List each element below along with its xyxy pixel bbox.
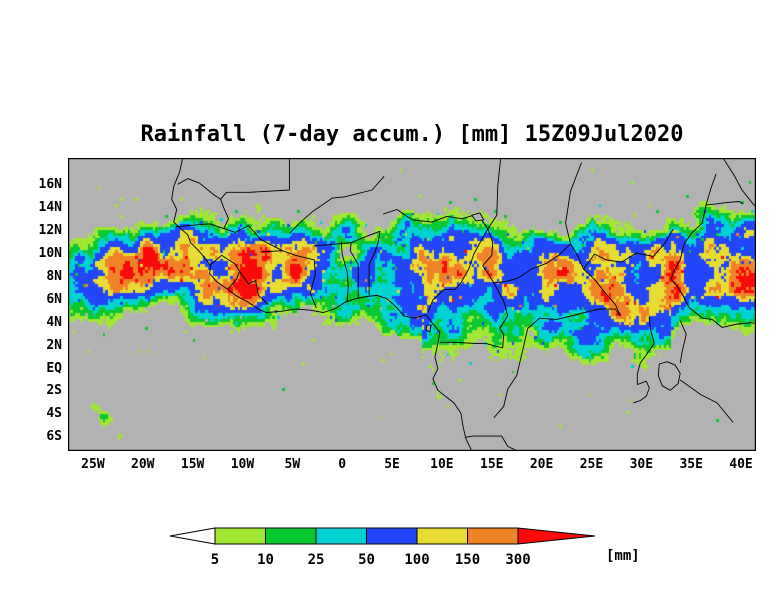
map-frame — [68, 158, 756, 451]
lat-tick-label: 8N — [46, 269, 62, 285]
coastline-path — [171, 158, 473, 451]
colorbar-tick-label: 150 — [455, 552, 480, 568]
rainfall-field-canvas — [68, 158, 756, 451]
lon-tick-label: 10E — [430, 457, 454, 472]
lon-tick-label: 0 — [338, 457, 347, 472]
lon-tick-label: 10W — [230, 457, 255, 472]
colorbar-bin — [265, 527, 317, 545]
lat-tick-label: 14N — [38, 200, 62, 216]
colorbar-tick-label: 100 — [404, 552, 429, 568]
country-border-path — [583, 228, 674, 270]
lon-tick-label: 25W — [81, 457, 105, 472]
lat-tick-label: EQ — [46, 360, 62, 376]
lake-outline — [471, 212, 485, 222]
lat-tick-label: 4S — [46, 406, 62, 422]
lon-tick-label: 15E — [480, 457, 504, 472]
country-border-path — [679, 379, 734, 423]
country-border-path — [570, 243, 621, 317]
chart-title: Rainfall (7-day accum.) [mm] 15Z09Jul202… — [140, 122, 684, 147]
country-border-path — [228, 225, 283, 252]
country-border-path — [349, 242, 359, 298]
country-border-path — [705, 173, 717, 206]
country-border-path — [493, 282, 509, 349]
colorbar-tick-label: 300 — [505, 552, 530, 568]
country-border-path — [527, 308, 621, 329]
colorbar-bin — [315, 527, 367, 545]
colorbar-bin — [366, 527, 418, 545]
country-border-path — [220, 158, 290, 200]
country-border-path — [482, 228, 571, 284]
lat-tick-label: 12N — [38, 223, 62, 239]
lon-tick-label: 25E — [579, 457, 604, 472]
country-border-path — [693, 311, 756, 328]
country-border-path — [209, 254, 240, 290]
country-border-path — [175, 223, 229, 231]
colorbar-below-arrow — [169, 527, 216, 545]
country-border-path — [177, 178, 229, 230]
lon-tick-label: 35E — [679, 457, 703, 472]
colorbar-bin — [467, 527, 519, 545]
lon-tick-label: 40E — [729, 457, 753, 472]
lake-outline — [657, 361, 681, 391]
country-border-path — [487, 158, 502, 230]
country-border-path — [493, 328, 529, 419]
lon-tick-label: 20W — [131, 457, 155, 472]
country-border-path — [465, 435, 518, 451]
map-plot-area — [68, 158, 756, 451]
lat-tick-label: 4N — [46, 314, 62, 330]
coastline-path — [722, 158, 756, 208]
country-border-path — [313, 230, 381, 247]
country-border-path — [340, 241, 349, 303]
map-borders-overlay — [68, 158, 756, 451]
colorbar-tick-label: 50 — [358, 552, 375, 568]
colorbar-unit-label: [mm] — [606, 548, 640, 564]
colorbar-tick-label: 5 — [211, 552, 219, 568]
colorbar-bin — [416, 527, 468, 545]
country-border-path — [368, 231, 381, 296]
lake-outline — [425, 324, 432, 333]
country-border-path — [679, 320, 687, 363]
lat-tick-label: 2N — [46, 337, 62, 353]
lon-tick-label: 15W — [180, 457, 205, 472]
country-border-path — [679, 201, 744, 261]
country-border-path — [260, 250, 317, 309]
lon-tick-label: 20E — [529, 457, 554, 472]
country-border-path — [565, 162, 582, 244]
colorbar-bin — [214, 527, 266, 545]
lat-tick-label: 6N — [46, 291, 62, 307]
lat-tick-label: 2S — [46, 383, 62, 399]
country-border-path — [239, 271, 269, 305]
country-border-path — [636, 317, 655, 385]
lat-tick-label: 16N — [38, 177, 62, 193]
colorbar-tick-label: 10 — [257, 552, 274, 568]
colorbar-above-arrow — [517, 527, 596, 545]
lat-tick-label: 6S — [46, 429, 62, 445]
country-border-path — [670, 259, 695, 312]
country-border-path — [289, 176, 385, 234]
lon-tick-label: 30E — [629, 457, 654, 472]
country-border-path — [633, 380, 650, 404]
country-border-path — [382, 209, 489, 230]
colorbar: 5 10 25 50 100 150 300 — [169, 527, 596, 568]
lon-tick-label: 5W — [284, 457, 301, 472]
country-border-path — [427, 228, 489, 313]
lat-tick-label: 10N — [38, 246, 62, 262]
country-border-path — [439, 341, 503, 349]
colorbar-tick-label: 25 — [308, 552, 325, 568]
lon-tick-label: 5E — [384, 457, 400, 472]
